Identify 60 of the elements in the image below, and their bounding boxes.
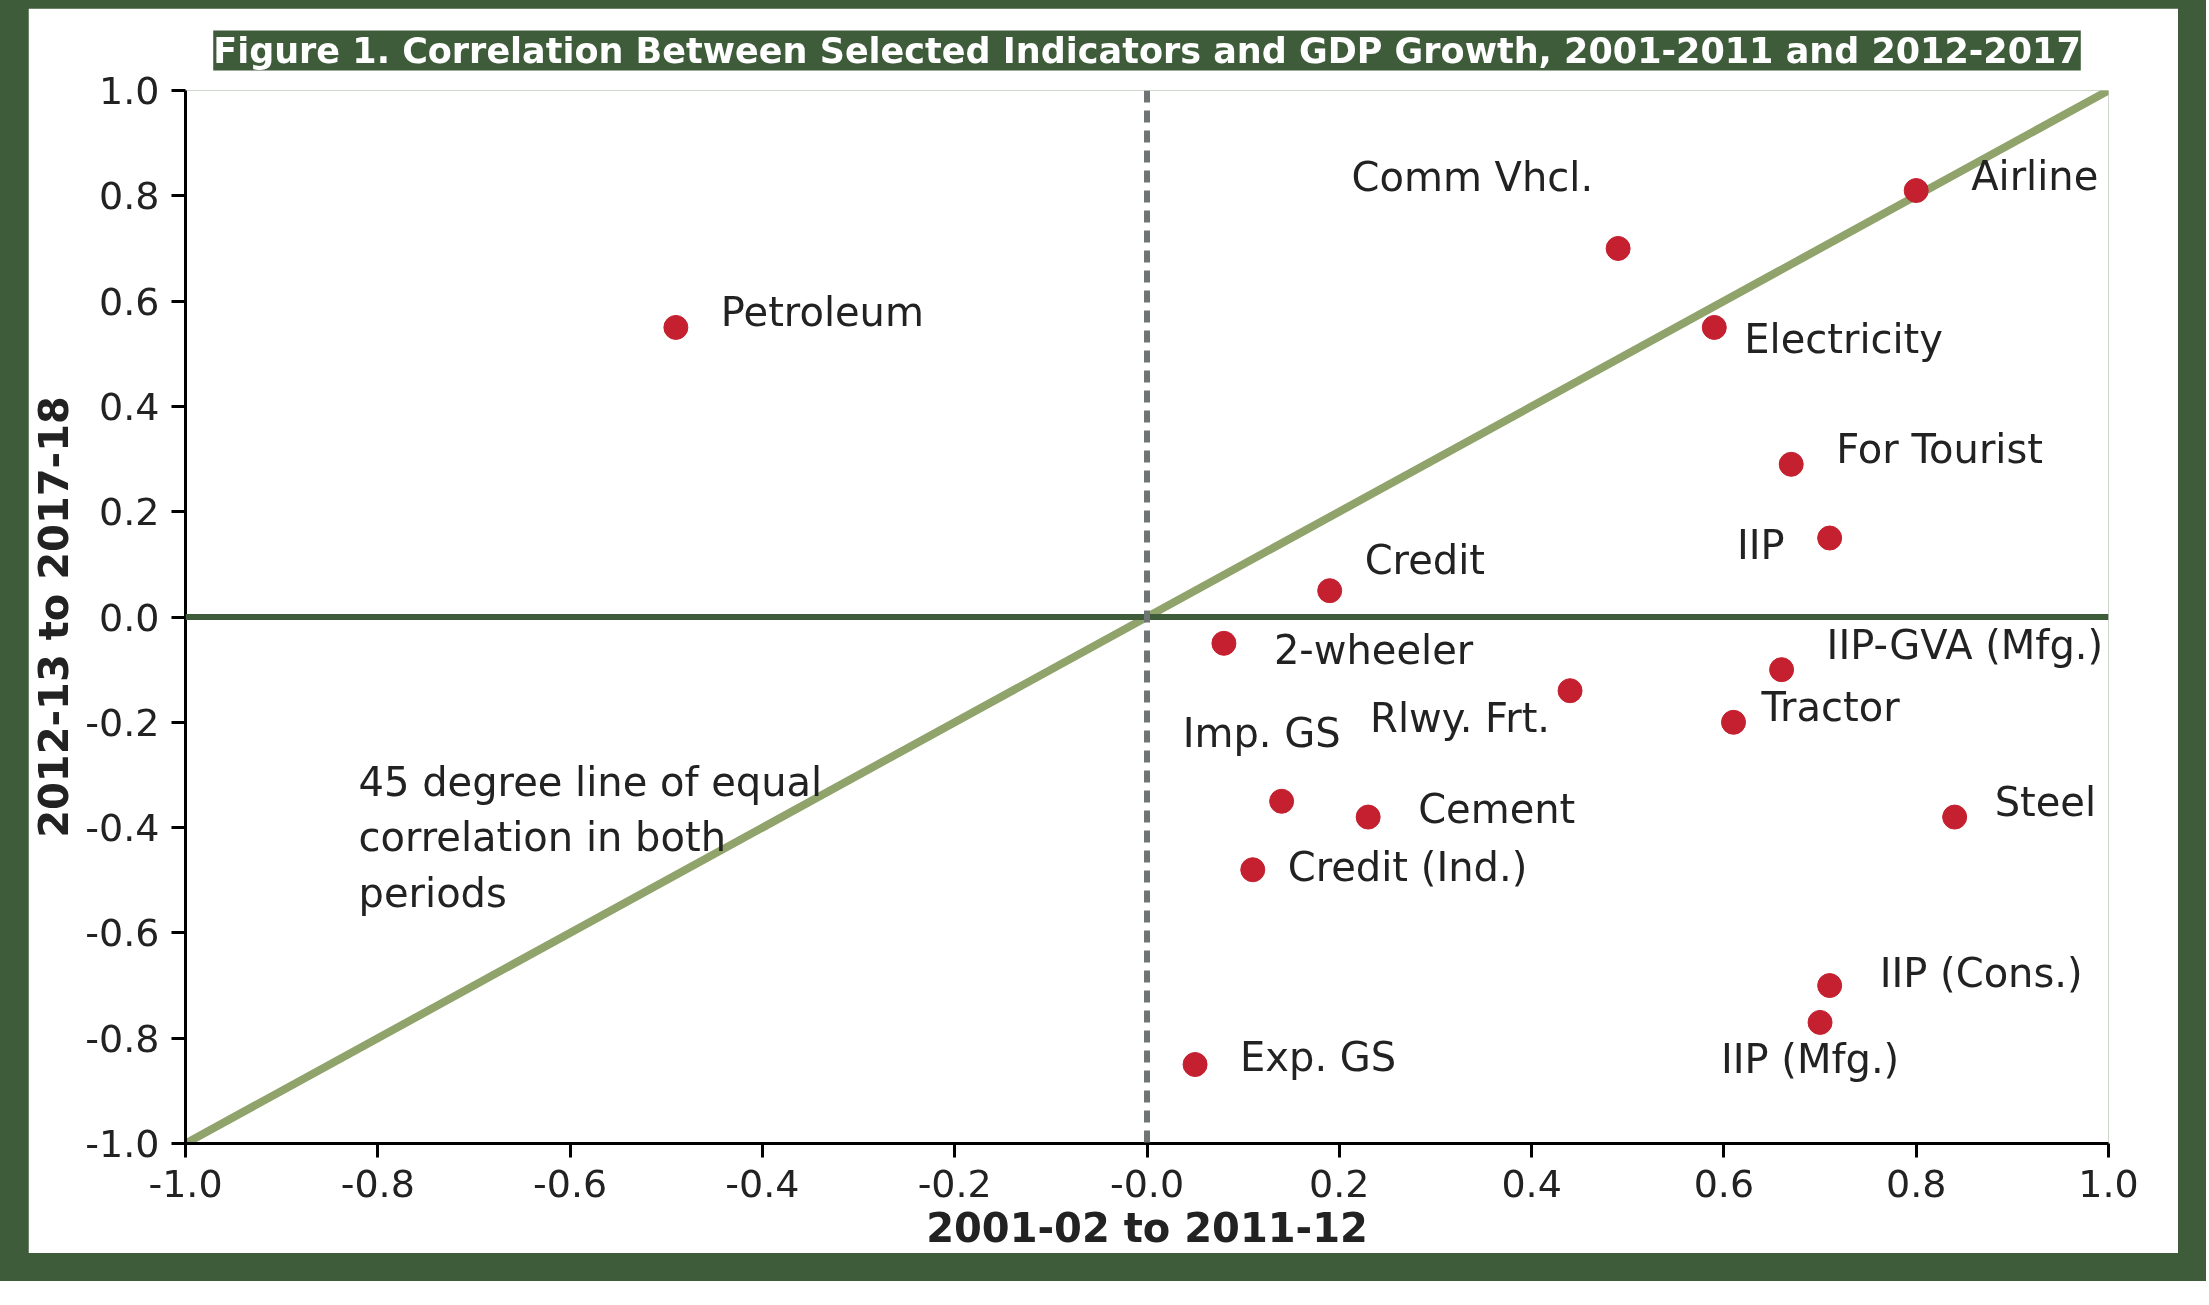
series-label: IIP-GVA (Mfg.)	[1826, 621, 2104, 668]
point	[1721, 709, 1747, 735]
x-tick-label: 0.4	[1501, 1161, 1562, 1206]
point	[1605, 235, 1631, 261]
x-tick-label: -0.6	[533, 1161, 608, 1206]
chart-title: Figure 1. Correlation Between Selected Indicators and GDP Growth, 2001-2011 and 2012-2017	[213, 30, 2081, 71]
point	[1701, 314, 1727, 340]
x-tick-label: 0.6	[1693, 1161, 1755, 1206]
y-tick-label: 0.4	[99, 384, 160, 429]
point	[1557, 678, 1583, 704]
y-tick-label: -0.4	[85, 806, 160, 851]
series-label: Credit (Ind.)	[1287, 843, 1528, 890]
y-tick-label: -0.2	[85, 700, 160, 745]
point	[1317, 578, 1343, 604]
y-tick-label: 0.8	[99, 174, 160, 219]
series-label: For Tourist	[1836, 426, 2043, 473]
point	[663, 314, 689, 340]
point	[1903, 178, 1929, 204]
point	[1240, 857, 1266, 883]
point	[1817, 973, 1843, 999]
series-label: Steel	[1994, 779, 2097, 826]
y-tick-label: 0.0	[99, 595, 160, 640]
series-label: Rlwy. Frt.	[1370, 694, 1551, 741]
point	[1355, 804, 1381, 830]
y-tick-label: -0.6	[85, 911, 160, 956]
annotation: 45 degree line of equal correlation in both periods	[358, 759, 823, 916]
y-tick-label: 0.2	[99, 490, 160, 535]
series-label: Airline	[1971, 152, 2099, 199]
series-label: Comm Vhcl.	[1351, 154, 1594, 201]
x-tick-label: 0.8	[1885, 1161, 1947, 1206]
point	[1942, 804, 1968, 830]
point	[1817, 525, 1843, 551]
point	[1769, 657, 1795, 683]
x-tick-label: -0.4	[725, 1161, 800, 1206]
x-tick-label: -0.0	[1109, 1161, 1185, 1206]
point	[1211, 630, 1237, 656]
point	[1778, 451, 1804, 477]
series-label: 2-wheeler	[1273, 627, 1474, 674]
x-tick-label: -0.8	[340, 1161, 415, 1206]
series-label: IIP (Cons.)	[1879, 949, 2083, 996]
y-axis-title: 2012-13 to 2017-18	[31, 396, 78, 838]
x-tick-label: 0.2	[1309, 1161, 1370, 1206]
x-tick-label: -0.2	[917, 1161, 992, 1206]
series-label: Credit	[1364, 536, 1485, 583]
point	[1807, 1009, 1833, 1035]
series-label: IIP (Mfg.)	[1720, 1036, 1900, 1083]
series-label: IIP	[1736, 522, 1785, 569]
series-label: Imp. GS	[1182, 710, 1341, 757]
point	[1182, 1052, 1208, 1077]
series-label: Petroleum	[720, 289, 924, 336]
point	[1269, 788, 1295, 814]
y-tick-label: 0.6	[99, 279, 160, 324]
y-tick-label: 1.0	[99, 69, 160, 113]
series-label: Tractor	[1760, 684, 1901, 731]
series-label: Exp. GS	[1240, 1033, 1397, 1080]
x-tick-label: 1.0	[2078, 1161, 2139, 1206]
series-label: Cement	[1418, 786, 1576, 833]
y-tick-label: -0.8	[85, 1016, 160, 1061]
series-label: Electricity	[1744, 316, 1943, 363]
x-axis-title: 2001-02 to 2011-12	[926, 1204, 1368, 1251]
